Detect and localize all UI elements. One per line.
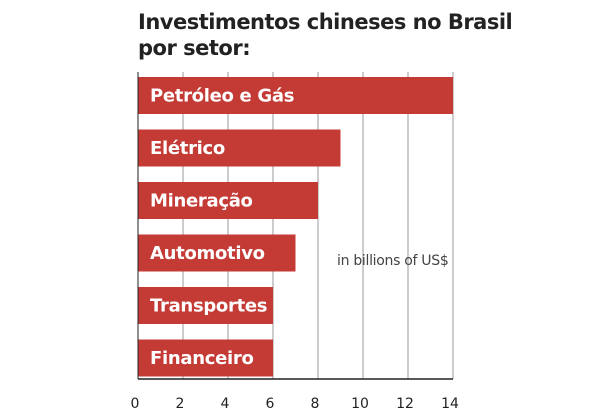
bar-label: Mineração	[150, 191, 253, 212]
unit-note: in billions of US$	[337, 253, 448, 269]
bar	[138, 129, 341, 167]
grid-lines	[182, 72, 454, 379]
x-tick-label: 14	[441, 396, 459, 412]
bar-label: Transportes	[150, 296, 267, 317]
bar-label: Petróleo e Gás	[150, 86, 294, 107]
x-axis: 0 2 4 6 8 10 12 14	[131, 72, 459, 412]
bar	[138, 77, 453, 114]
bar-label: Automotivo	[150, 243, 265, 264]
x-tick-label: 2	[176, 396, 185, 412]
chart-title: Investimentos chineses no Brasil por set…	[138, 10, 513, 60]
bars: Petróleo e Gás Elétrico Mineração Automotiv…	[138, 77, 453, 377]
x-tick-label: 4	[221, 396, 230, 412]
x-tick-label: 6	[266, 396, 275, 412]
x-tick-label: 10	[351, 396, 369, 412]
bar	[138, 182, 318, 219]
x-tick-label: 0	[131, 396, 140, 412]
bar-label: Financeiro	[150, 348, 254, 369]
bar	[138, 287, 273, 324]
bar	[138, 339, 273, 377]
bar-label: Elétrico	[150, 138, 225, 159]
x-tick-label: 8	[311, 396, 320, 412]
x-tick-label: 12	[396, 396, 414, 412]
bar	[138, 234, 296, 272]
